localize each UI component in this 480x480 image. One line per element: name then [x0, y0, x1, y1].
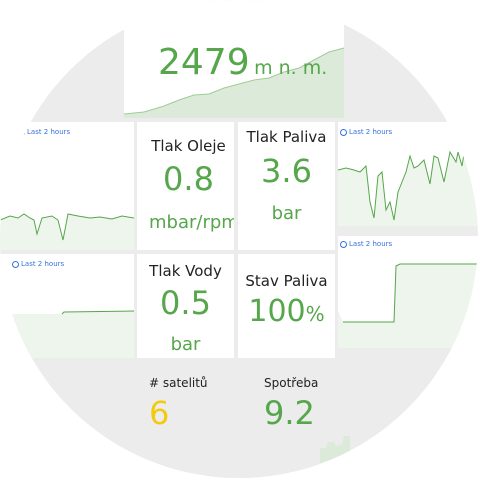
altitude-sparkline — [124, 47, 344, 118]
clock-icon — [18, 128, 25, 136]
time-range-label: Last 2 hours — [349, 240, 393, 248]
satellites-value: 6 — [149, 394, 170, 432]
fuel-pressure-unit: bar — [271, 203, 302, 224]
water-pressure-value: 0.5 — [160, 284, 211, 322]
time-range-left-top[interactable]: Last 2 hours — [18, 128, 70, 136]
time-range-left-mid[interactable]: Last 2 hours — [12, 260, 64, 268]
consumption-tile[interactable]: Spotřeba 9.2 — [238, 362, 350, 478]
consumption-title: Spotřeba — [264, 376, 319, 390]
fuel-level-value: 100 — [248, 294, 306, 329]
clock-icon — [340, 128, 347, 136]
satellites-title: # satelitů — [149, 376, 208, 390]
oil-pressure-unit: mbar/rpm — [149, 212, 234, 233]
time-range-right-mid[interactable]: Last 2 hours — [340, 240, 392, 248]
fuel-level-tile[interactable]: Stav Paliva 100% — [238, 254, 335, 358]
fuel-level-sparkline — [338, 263, 478, 348]
fuel-pressure-sparkline — [338, 150, 478, 226]
sparkline-panel-left-mid[interactable]: Last 2 hours — [0, 254, 134, 358]
clock-icon — [340, 240, 347, 248]
water-pressure-unit: bar — [170, 334, 201, 355]
time-range-right-top[interactable]: Last 2 hours — [340, 128, 392, 136]
oil-pressure-tile[interactable]: Tlak Oleje 0.8 mbar/rpm — [137, 122, 234, 250]
oil-pressure-value: 0.8 — [163, 160, 214, 198]
clock-icon — [12, 260, 19, 268]
time-range-label: Last 2 hours — [27, 128, 71, 136]
oil-sparkline — [0, 213, 134, 250]
altitude-value: 2479 — [158, 42, 250, 83]
time-range-label: Last 2 hours — [21, 260, 65, 268]
altitude-panel[interactable]: 2479 m n. m. — [124, 0, 344, 118]
fuel-pressure-title: Tlak Paliva — [246, 128, 327, 146]
consumption-value: 9.2 — [264, 394, 315, 432]
fuel-pressure-value: 3.6 — [261, 152, 312, 190]
satellites-tile[interactable]: # satelitů 6 — [137, 362, 234, 478]
time-range-label: Last 2 hours — [349, 128, 393, 136]
water-pressure-title: Tlak Vody — [149, 262, 222, 280]
oil-pressure-title: Tlak Oleje — [151, 137, 226, 155]
sparkline-panel-right-mid[interactable]: Last 2 hours — [338, 236, 478, 348]
consumption-sparkline — [320, 436, 350, 466]
fuel-level-title: Stav Paliva — [245, 272, 328, 290]
altitude-unit: m n. m. — [254, 57, 328, 79]
water-pressure-tile[interactable]: Tlak Vody 0.5 bar — [137, 254, 234, 358]
fuel-level-unit: % — [305, 302, 325, 326]
sparkline-panel-right-top[interactable]: Last 2 hours — [338, 122, 478, 226]
sparkline-panel-left-top[interactable]: Last 2 hours — [0, 122, 134, 250]
water-pressure-sparkline — [0, 310, 134, 358]
fuel-pressure-tile[interactable]: Tlak Paliva 3.6 bar — [238, 122, 335, 250]
